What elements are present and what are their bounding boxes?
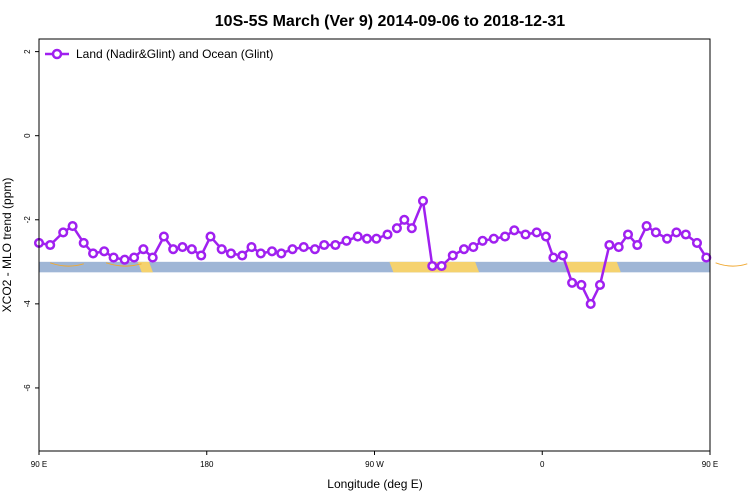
y-axis: 2 0 -2 -4 -6 <box>23 49 39 392</box>
data-point <box>520 229 531 240</box>
data-point <box>255 248 266 259</box>
data-point <box>108 252 119 263</box>
data-point <box>447 250 458 261</box>
data-point <box>650 227 661 238</box>
data-point <box>488 233 499 244</box>
land-ocean-strip <box>39 261 710 273</box>
coastline-mark <box>715 262 748 267</box>
data-point <box>371 233 382 244</box>
data-point <box>567 277 578 288</box>
x-tick-label: 90 E <box>702 460 718 469</box>
data-point <box>298 242 309 253</box>
y-tick-label: -4 <box>23 300 32 308</box>
data-point <box>436 260 447 272</box>
data-point <box>186 244 197 255</box>
legend-marker <box>51 48 63 60</box>
data-point <box>499 231 511 242</box>
data-point <box>99 246 110 257</box>
data-point <box>604 239 615 251</box>
data-point <box>45 239 56 251</box>
y-tick-label: 2 <box>23 49 32 54</box>
data-point <box>391 223 402 234</box>
legend-label: Land (Nadir&Glint) and Ocean (Glint) <box>76 47 273 61</box>
data-point <box>237 250 248 261</box>
data-point <box>613 242 624 253</box>
data-point <box>417 195 429 206</box>
data-point <box>196 250 207 261</box>
data-point <box>509 225 520 236</box>
x-tick-label: 90 E <box>31 460 47 469</box>
data-point <box>406 223 417 234</box>
x-axis: 90 E 180 90 W 0 90 E <box>31 451 718 469</box>
data-point <box>585 298 596 309</box>
data-point <box>662 233 673 244</box>
data-point <box>399 214 410 225</box>
data-point <box>468 242 479 253</box>
data-point <box>382 229 393 240</box>
data-point <box>531 227 542 238</box>
x-tick-label: 0 <box>540 460 545 469</box>
x-tick-label: 180 <box>200 460 214 469</box>
land-band <box>564 261 621 273</box>
data-point <box>78 237 89 248</box>
data-point <box>680 229 691 240</box>
series-layer <box>33 195 712 309</box>
data-point <box>548 252 559 263</box>
data-point <box>138 244 149 255</box>
coastline-mark <box>50 262 84 267</box>
data-point <box>458 244 470 255</box>
data-point <box>632 239 643 251</box>
y-tick-label: -2 <box>23 216 32 224</box>
x-axis-label: Longitude (deg E) <box>327 477 422 491</box>
data-point <box>319 239 330 251</box>
legend: Land (Nadir&Glint) and Ocean (Glint) <box>45 47 273 61</box>
data-point <box>225 248 237 259</box>
data-point <box>352 231 363 242</box>
data-point <box>557 250 568 261</box>
data-point <box>622 229 634 240</box>
data-point <box>671 227 682 238</box>
y-tick-label: -6 <box>23 384 32 392</box>
data-point <box>691 237 703 248</box>
data-point <box>266 246 278 257</box>
x-tick-label: 90 W <box>365 460 384 469</box>
data-point <box>119 254 130 265</box>
data-point <box>641 221 652 232</box>
data-point <box>427 260 438 272</box>
data-point <box>276 248 287 259</box>
data-point <box>168 244 179 255</box>
data-point <box>246 242 257 253</box>
coastline-mark <box>105 262 142 267</box>
data-point <box>361 233 373 244</box>
data-point <box>341 235 352 246</box>
data-point <box>216 244 227 255</box>
data-point <box>477 235 488 246</box>
data-point <box>129 252 140 263</box>
data-point <box>177 242 188 253</box>
y-tick-label: 0 <box>23 133 32 138</box>
series-line <box>395 199 708 306</box>
data-point <box>147 252 158 263</box>
data-point <box>594 279 606 290</box>
chart-title: 10S-5S March (Ver 9) 2014-09-06 to 2018-… <box>215 13 566 30</box>
data-point <box>58 227 69 238</box>
data-point <box>67 221 78 232</box>
data-point <box>88 248 99 259</box>
data-point <box>701 252 712 263</box>
data-point <box>330 239 341 251</box>
coastline-marks <box>50 262 748 267</box>
data-point <box>158 231 169 242</box>
land-band <box>137 261 153 273</box>
data-point <box>205 231 216 242</box>
data-point <box>287 244 298 255</box>
data-point <box>576 279 587 290</box>
ocean-band <box>39 261 710 273</box>
y-axis-label: XCO2 - MLO trend (ppm) <box>0 178 14 313</box>
data-point <box>309 244 320 255</box>
data-point <box>540 231 552 242</box>
